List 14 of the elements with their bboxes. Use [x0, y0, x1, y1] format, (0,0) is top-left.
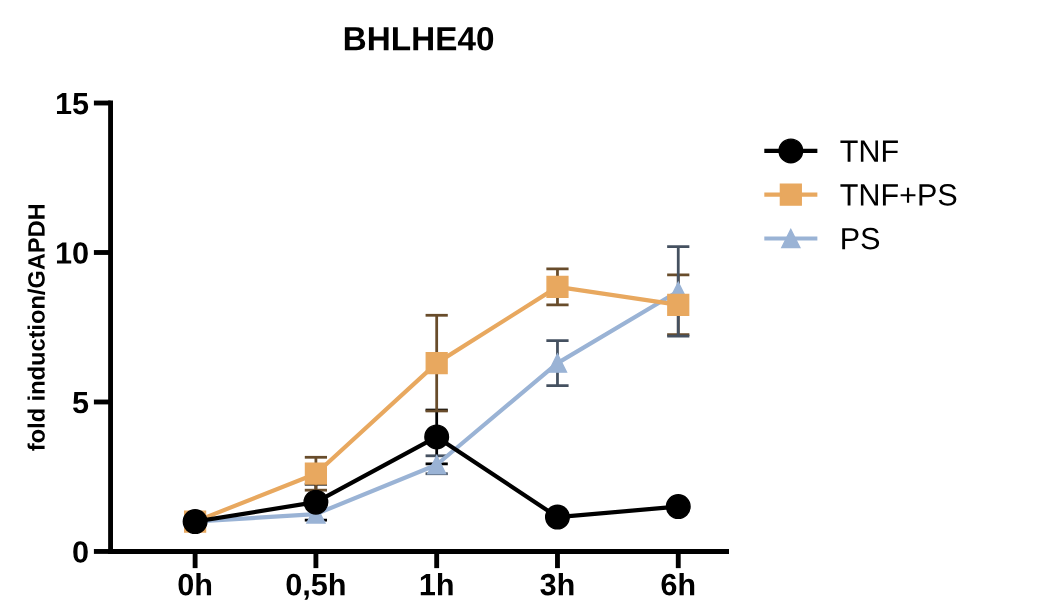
- x-tick-label: 1h: [420, 572, 453, 596]
- legend-label: PS: [842, 227, 880, 250]
- y-tick-label: 10: [56, 242, 88, 264]
- y-tick-label: 0: [73, 541, 88, 563]
- chart-title: BHLHE40: [344, 26, 494, 51]
- legend-label: TNF: [840, 140, 898, 162]
- legend-label: TNF+PS: [840, 184, 957, 206]
- x-tick-label: 0,5h: [286, 572, 345, 600]
- x-tick-label: 3h: [540, 572, 574, 596]
- x-tick-label: 0h: [178, 572, 212, 596]
- y-axis-title: fold induction/GAPDH: [27, 204, 46, 451]
- y-tick-label: 15: [56, 93, 89, 115]
- x-tick-label: 6h: [661, 572, 695, 596]
- y-tick-label: 5: [72, 392, 89, 414]
